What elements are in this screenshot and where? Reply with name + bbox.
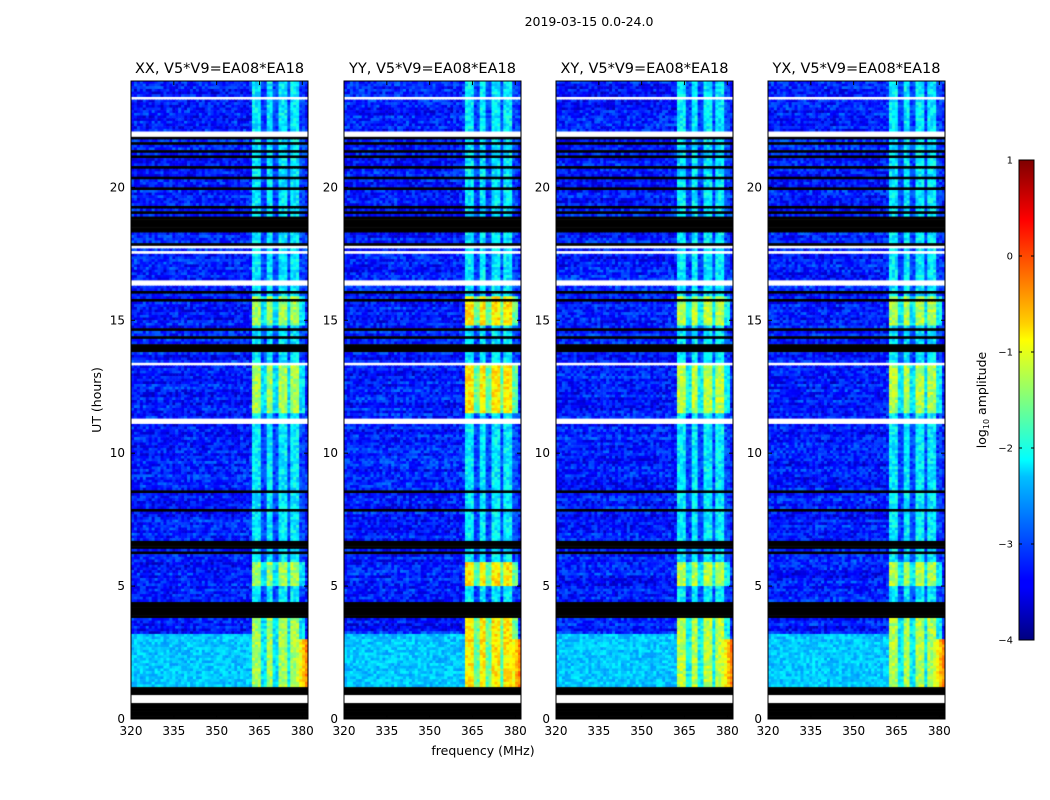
axes-frame (343, 80, 522, 720)
y-tick-label: 15 (535, 313, 550, 327)
panels: XX, V5*V9=EA08*EA18 320 335 350 365 380 0 5 10 15… (110, 61, 951, 738)
y-tick-label: 20 (747, 180, 762, 194)
y-tick-label: 10 (747, 446, 762, 460)
y-tick-label: 10 (535, 446, 550, 460)
colorbar-tick-label: −2 (998, 444, 1013, 455)
colorbar: 1 0 −1 −2 −3 −4 log10 amplitude (974, 156, 1035, 647)
x-tick-label: 335 (587, 724, 610, 738)
panel-title: YY, V5*V9=EA08*EA18 (348, 61, 516, 77)
colorbar-gradient (1018, 159, 1035, 641)
x-tick-label: 380 (716, 724, 739, 738)
panel-xy: XY, V5*V9=EA08*EA18 320 335 350 365 380 0 5 10 15… (535, 61, 739, 738)
x-tick-label: 320 (757, 724, 780, 738)
x-tick-label: 365 (885, 724, 908, 738)
panel-yx: YX, V5*V9=EA08*EA18 320 335 350 365 380 0 5 10 15… (747, 61, 951, 738)
x-axis-label: frequency (MHz) (431, 743, 534, 758)
x-tick-label: 365 (461, 724, 484, 738)
colorbar-tick-label: −3 (998, 540, 1013, 551)
y-tick-label: 20 (110, 180, 125, 194)
colorbar-tick-label: 0 (1007, 252, 1013, 263)
y-tick-label: 5 (117, 579, 125, 593)
axes-frame (555, 80, 734, 720)
panel-title: XY, V5*V9=EA08*EA18 (560, 61, 728, 77)
y-tick-label: 20 (535, 180, 550, 194)
y-tick-label: 5 (330, 579, 338, 593)
x-tick-label: 365 (248, 724, 271, 738)
colorbar-tick-label: −4 (998, 636, 1013, 647)
axes-frame (130, 80, 309, 720)
spectrogram-image (556, 81, 733, 719)
y-tick-label: 15 (110, 313, 125, 327)
colorbar-tick-label: −1 (998, 348, 1013, 359)
x-tick-label: 335 (162, 724, 185, 738)
spectrogram-image (344, 81, 521, 719)
x-tick-label: 380 (928, 724, 951, 738)
x-tick-label: 320 (120, 724, 143, 738)
y-tick-label: 0 (330, 712, 338, 726)
y-tick-label: 0 (754, 712, 762, 726)
x-tick-label: 335 (799, 724, 822, 738)
y-tick-label: 5 (754, 579, 762, 593)
y-axis-label: UT (hours) (89, 367, 104, 433)
spectrogram-image (131, 81, 308, 719)
panel-title: YX, V5*V9=EA08*EA18 (771, 61, 940, 77)
colorbar-tick-label: 1 (1007, 156, 1013, 167)
x-tick-label: 320 (545, 724, 568, 738)
x-tick-label: 365 (673, 724, 696, 738)
colorbar-ticks: 1 0 −1 −2 −3 −4 (998, 156, 1034, 647)
spectrogram-image (768, 81, 945, 719)
x-tick-label: 380 (291, 724, 314, 738)
x-tick-label: 380 (504, 724, 527, 738)
panel-title: XX, V5*V9=EA08*EA18 (135, 61, 304, 77)
y-tick-label: 10 (110, 446, 125, 460)
y-tick-label: 0 (542, 712, 550, 726)
y-tick-label: 10 (323, 446, 338, 460)
x-tick-label: 350 (205, 724, 228, 738)
x-tick-label: 320 (333, 724, 356, 738)
colorbar-label: log10 amplitude (974, 351, 991, 448)
y-tick-label: 15 (323, 313, 338, 327)
y-tick-label: 0 (117, 712, 125, 726)
y-tick-label: 5 (542, 579, 550, 593)
x-tick-label: 350 (418, 724, 441, 738)
panel-xx: XX, V5*V9=EA08*EA18 320 335 350 365 380 0 5 10 15… (110, 61, 314, 738)
x-tick-label: 350 (842, 724, 865, 738)
axes-frame (767, 80, 946, 720)
panel-yy: YY, V5*V9=EA08*EA18 320 335 350 365 380 0 5 10 15… (323, 61, 527, 738)
y-tick-label: 20 (323, 180, 338, 194)
x-tick-label: 335 (375, 724, 398, 738)
x-tick-label: 350 (630, 724, 653, 738)
figure-title: 2019-03-15 0.0-24.0 (525, 14, 654, 29)
y-tick-label: 15 (747, 313, 762, 327)
